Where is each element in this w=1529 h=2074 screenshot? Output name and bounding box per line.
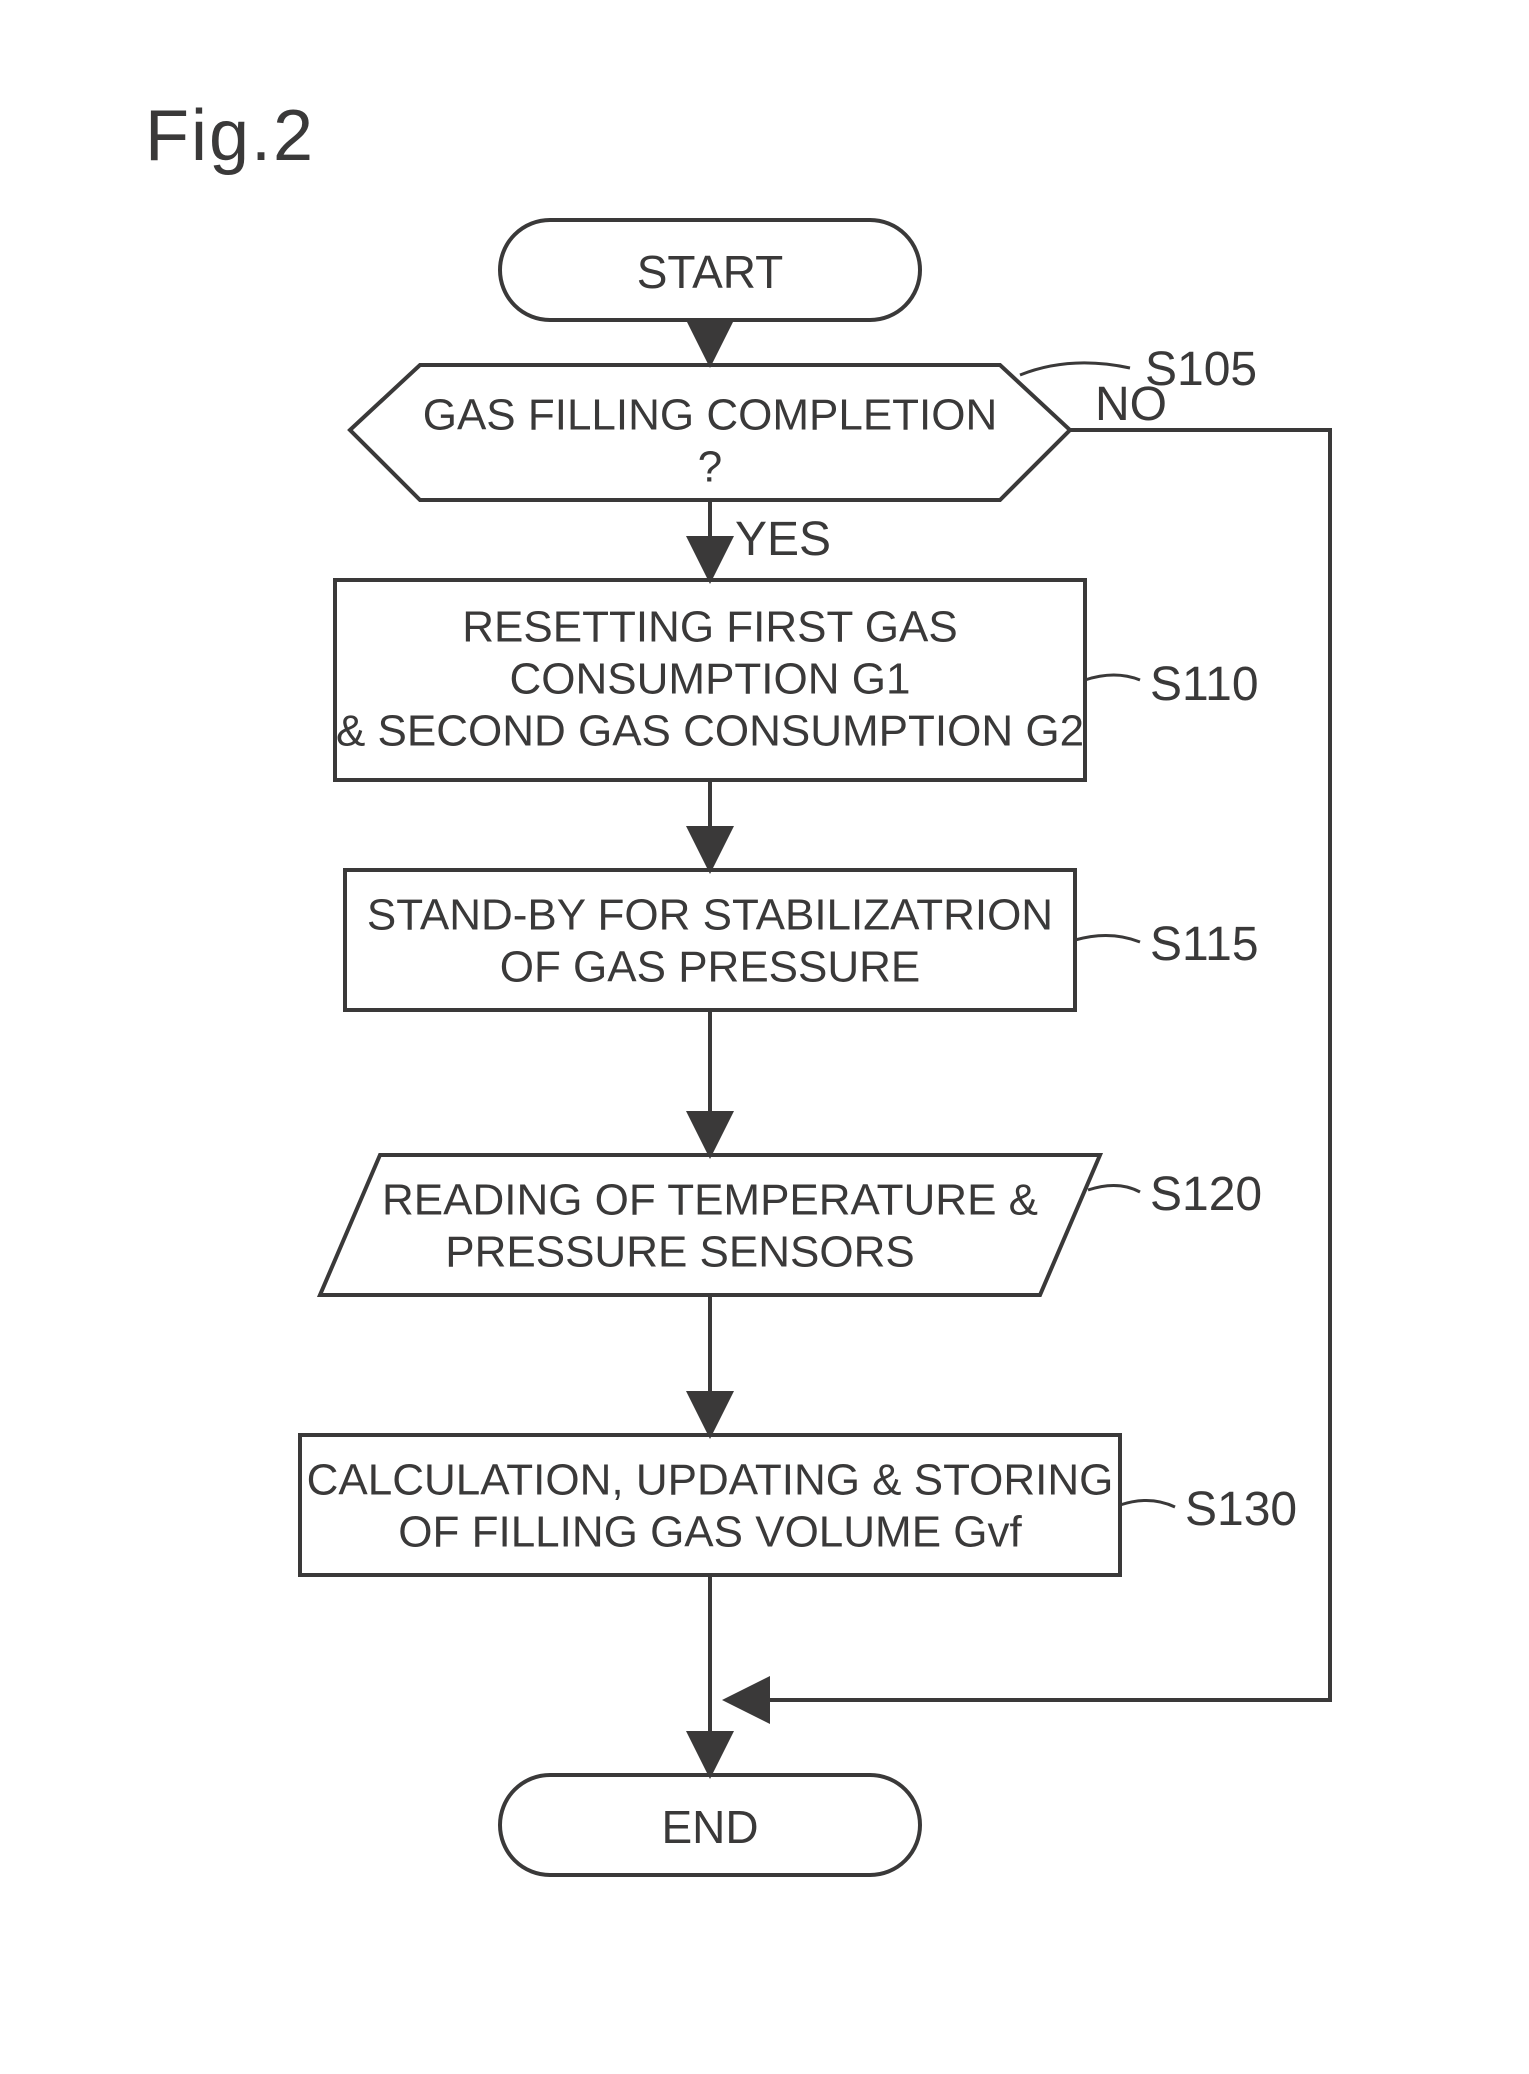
decision-line1: GAS FILLING COMPLETION: [423, 391, 998, 440]
p2-line2: OF GAS PRESSURE: [500, 943, 921, 992]
step-s120: S120: [1150, 1168, 1262, 1221]
process1-node: RESETTING FIRST GAS CONSUMPTION G1 & SEC…: [335, 580, 1085, 780]
process3-node: CALCULATION, UPDATING & STORING OF FILLI…: [300, 1435, 1120, 1575]
p1-line2: CONSUMPTION G1: [510, 655, 911, 704]
leader-s130: [1120, 1500, 1175, 1507]
end-node: END: [500, 1775, 920, 1875]
io-line2: PRESSURE SENSORS: [445, 1228, 914, 1277]
p2-line1: STAND-BY FOR STABILIZATRION: [367, 891, 1053, 940]
decision-line2: ?: [698, 443, 722, 492]
leader-s110: [1085, 675, 1140, 680]
step-s115: S115: [1150, 918, 1259, 971]
p3-line1: CALCULATION, UPDATING & STORING: [307, 1456, 1114, 1505]
leader-s105: [1020, 363, 1130, 375]
decision-node: GAS FILLING COMPLETION ?: [350, 365, 1070, 500]
leader-s115: [1075, 935, 1140, 942]
end-label: END: [661, 1801, 758, 1853]
p1-line3: & SECOND GAS CONSUMPTION G2: [336, 707, 1084, 756]
io-line1: READING OF TEMPERATURE &: [382, 1176, 1038, 1225]
start-node: START: [500, 220, 920, 320]
flowchart-svg: START GAS FILLING COMPLETION ? S105 NO Y…: [0, 0, 1529, 2074]
leader-s120: [1088, 1185, 1140, 1192]
p3-line2: OF FILLING GAS VOLUME Gvf: [398, 1508, 1022, 1557]
start-label: START: [637, 246, 784, 298]
p1-line1: RESETTING FIRST GAS: [462, 603, 957, 652]
flowchart-container: Fig.2 START GAS FILLING COMPLETION ? S10…: [0, 0, 1529, 2074]
no-label: NO: [1095, 378, 1167, 431]
yes-label: YES: [735, 513, 831, 566]
io-node: READING OF TEMPERATURE & PRESSURE SENSOR…: [320, 1155, 1100, 1295]
process2-node: STAND-BY FOR STABILIZATRION OF GAS PRESS…: [345, 870, 1075, 1010]
step-s130: S130: [1185, 1483, 1297, 1536]
step-s110: S110: [1150, 658, 1259, 711]
